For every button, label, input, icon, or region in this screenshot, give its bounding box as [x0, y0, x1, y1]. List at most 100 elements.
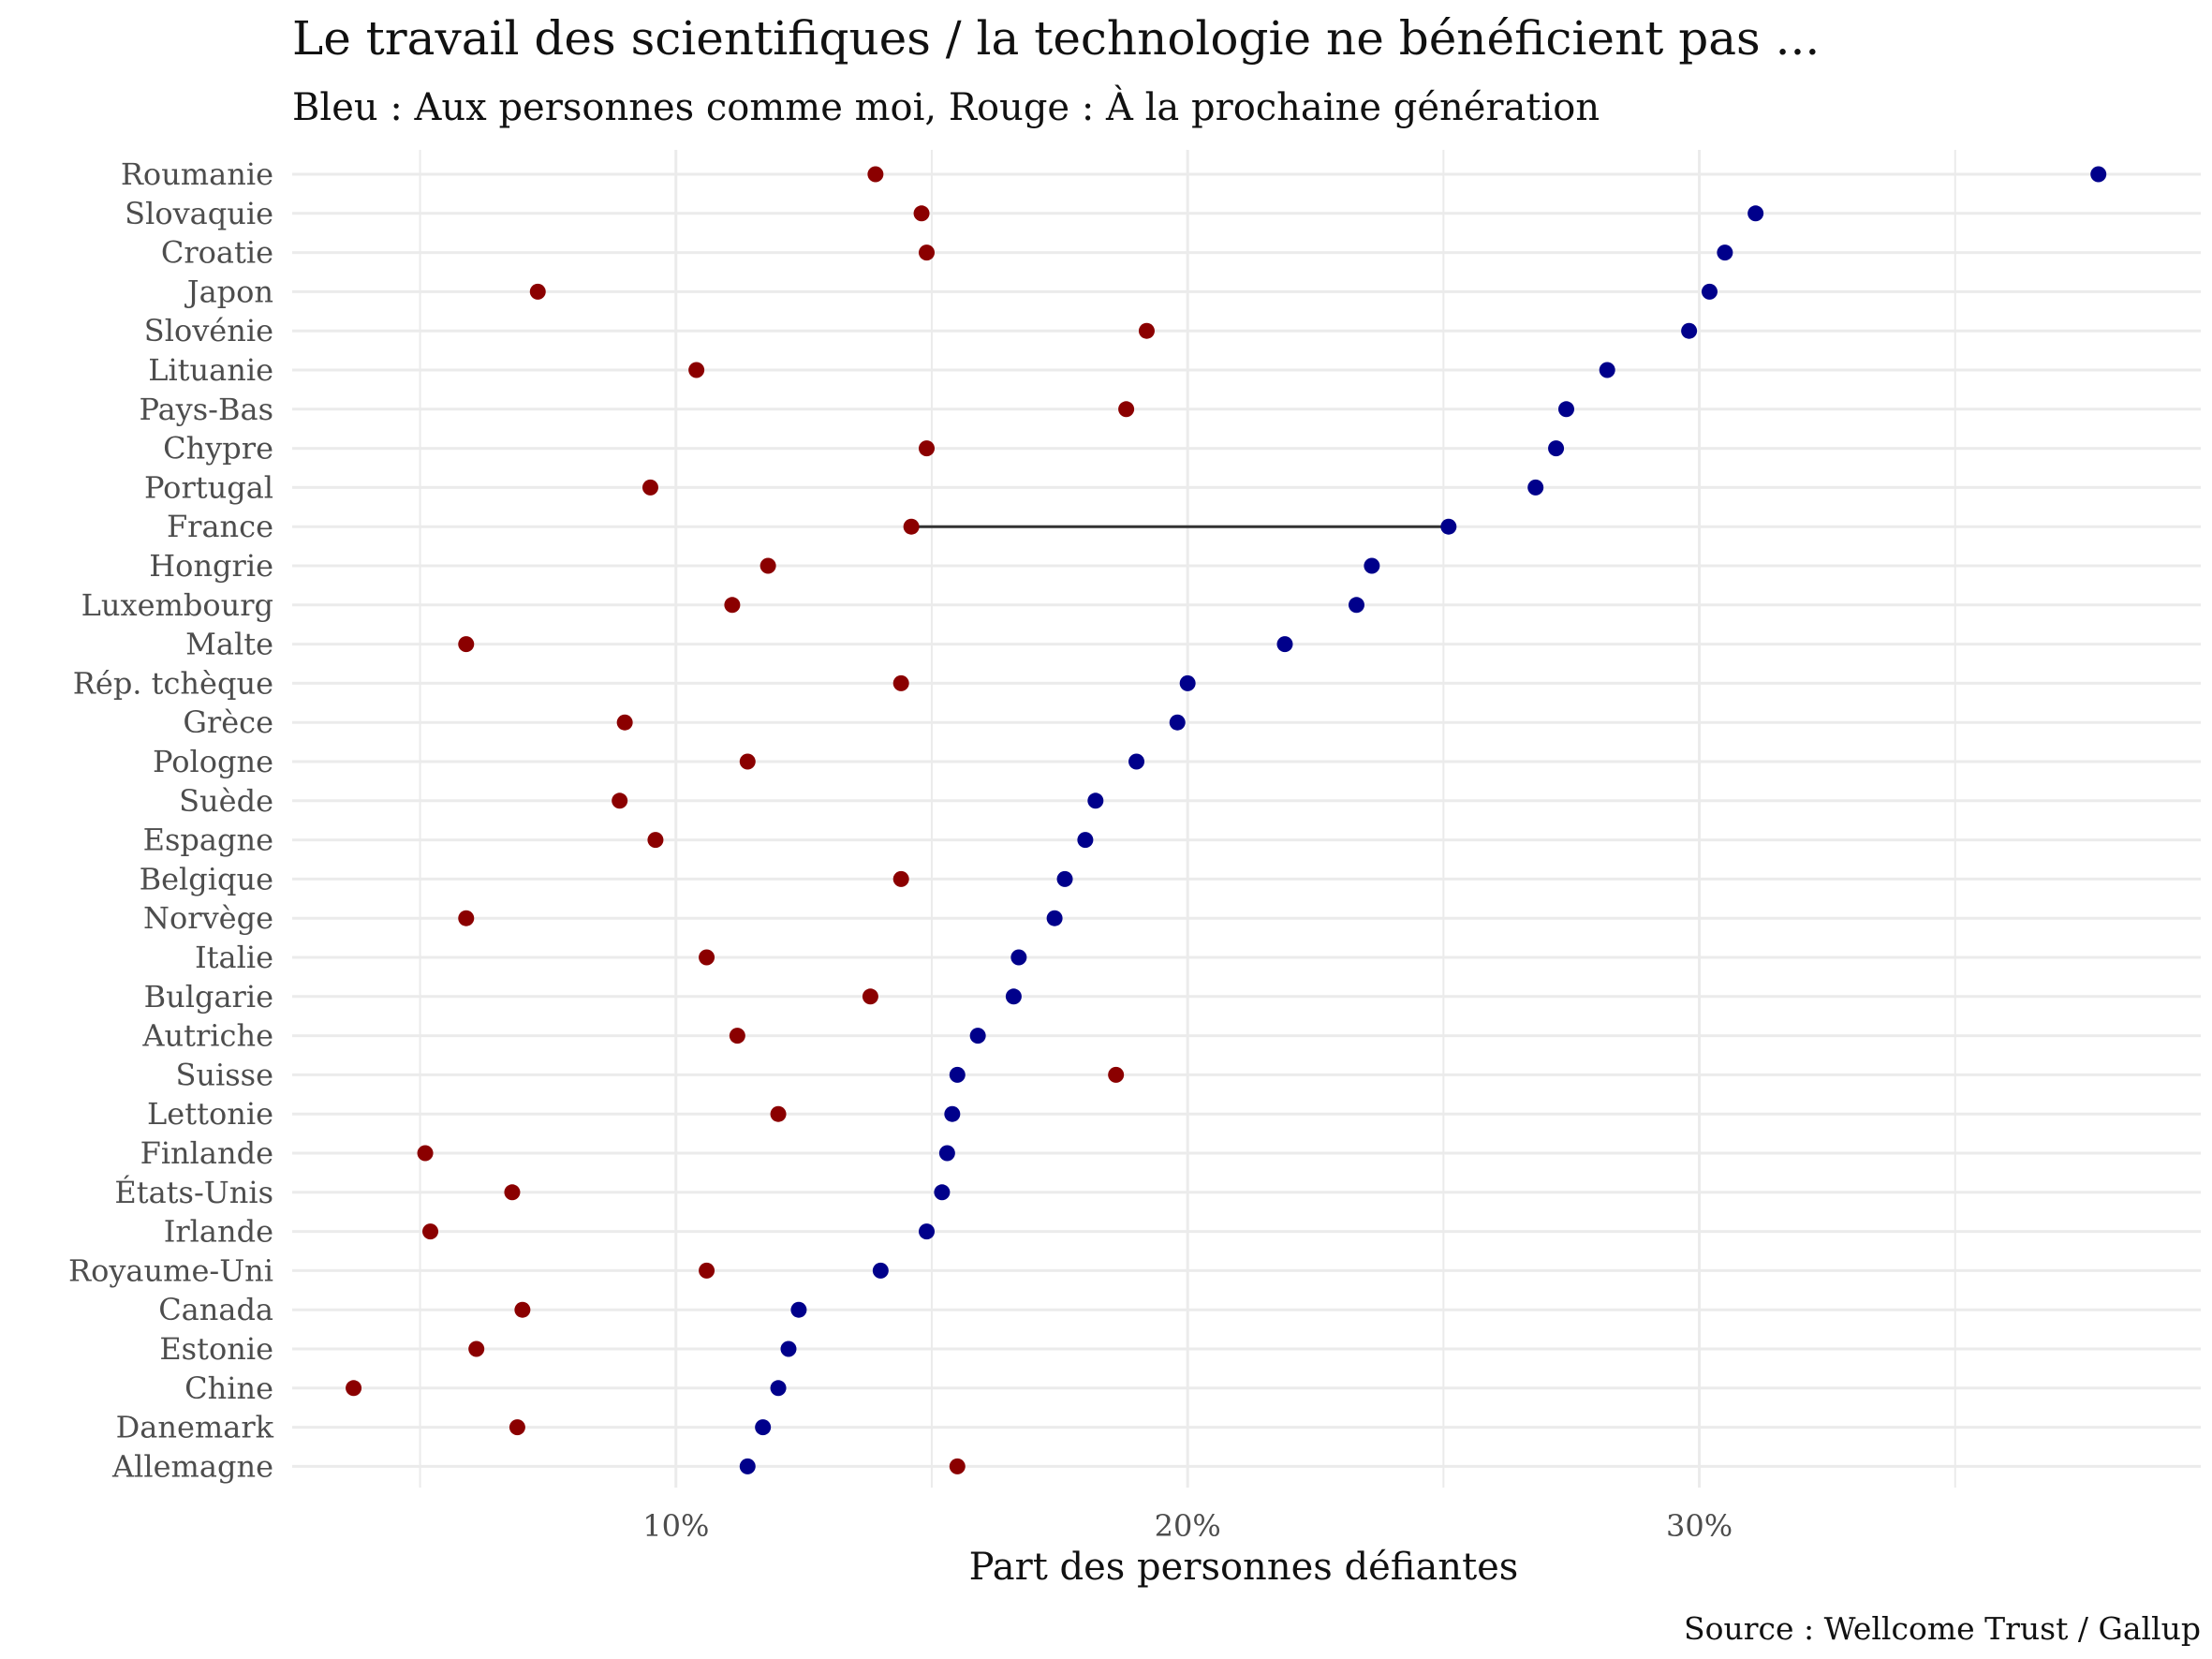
country-label: Bulgarie [144, 979, 273, 1015]
country-label: États-Unis [114, 1175, 273, 1210]
point-prochaine-generation [699, 1262, 715, 1279]
country-label: Pologne [153, 744, 273, 779]
point-personnes-comme-moi [1440, 518, 1457, 535]
country-label: Allemagne [111, 1448, 273, 1484]
country-label: Hongrie [149, 548, 273, 584]
country-label: Roumanie [121, 156, 273, 192]
point-layer [346, 166, 2107, 1474]
point-prochaine-generation [346, 1380, 362, 1397]
country-label: Portugal [144, 469, 273, 505]
chart-subtitle: Bleu : Aux personnes comme moi, Rouge : … [292, 85, 1600, 129]
point-prochaine-generation [1138, 322, 1155, 339]
country-label: Grèce [183, 704, 273, 740]
country-label: Lettonie [147, 1096, 273, 1132]
point-prochaine-generation [919, 440, 936, 457]
point-personnes-comme-moi [1548, 440, 1565, 457]
country-label: Japon [184, 274, 273, 309]
point-prochaine-generation [529, 283, 546, 300]
point-personnes-comme-moi [1087, 792, 1104, 809]
point-prochaine-generation [739, 753, 756, 770]
country-label: Luxembourg [81, 587, 273, 623]
point-personnes-comme-moi [1010, 949, 1027, 966]
point-personnes-comme-moi [1169, 714, 1186, 731]
point-prochaine-generation [688, 362, 705, 378]
point-personnes-comme-moi [1128, 753, 1145, 770]
point-prochaine-generation [504, 1184, 521, 1201]
point-personnes-comme-moi [790, 1301, 807, 1318]
point-prochaine-generation [616, 714, 633, 731]
point-personnes-comme-moi [1681, 322, 1698, 339]
point-personnes-comme-moi [1364, 557, 1380, 574]
point-prochaine-generation [612, 792, 628, 809]
country-label: Finlande [140, 1135, 273, 1171]
country-label: France [167, 509, 273, 544]
point-personnes-comme-moi [1701, 283, 1718, 300]
point-personnes-comme-moi [949, 1066, 966, 1083]
point-prochaine-generation [867, 166, 884, 183]
x-tick-labels: 10% 20% 30% [642, 1508, 1733, 1544]
point-personnes-comme-moi [1056, 870, 1073, 887]
x-tick-label: 30% [1666, 1508, 1733, 1544]
point-prochaine-generation [458, 910, 475, 926]
point-prochaine-generation [1108, 1066, 1125, 1083]
x-axis-title: Part des personnes défiantes [969, 1546, 1519, 1589]
country-label: Rép. tchèque [73, 665, 273, 701]
point-personnes-comme-moi [944, 1105, 961, 1122]
point-personnes-comme-moi [919, 1223, 936, 1240]
point-prochaine-generation [913, 205, 930, 222]
point-prochaine-generation [862, 988, 878, 1005]
point-prochaine-generation [641, 479, 658, 496]
point-prochaine-generation [724, 597, 741, 614]
point-prochaine-generation [903, 518, 920, 535]
country-label: Pays-Bas [140, 392, 274, 427]
point-prochaine-generation [729, 1028, 745, 1044]
country-label: Danemark [116, 1410, 274, 1445]
x-tick-label: 20% [1155, 1508, 1221, 1544]
point-personnes-comme-moi [1179, 674, 1196, 691]
country-label: Suisse [175, 1057, 273, 1092]
country-label: Slovénie [144, 313, 273, 348]
country-label: Norvège [143, 900, 273, 936]
country-label: Lituanie [148, 352, 273, 388]
point-personnes-comme-moi [739, 1458, 756, 1474]
point-personnes-comme-moi [872, 1262, 889, 1279]
point-prochaine-generation [1118, 401, 1135, 418]
point-personnes-comme-moi [780, 1341, 797, 1357]
country-label: Chypre [163, 431, 273, 467]
point-prochaine-generation [949, 1458, 966, 1474]
point-prochaine-generation [770, 1105, 787, 1122]
point-personnes-comme-moi [938, 1145, 955, 1162]
point-prochaine-generation [514, 1301, 531, 1318]
point-prochaine-generation [509, 1419, 525, 1436]
point-prochaine-generation [458, 636, 475, 653]
country-label: Croatie [161, 235, 273, 271]
x-tick-label: 10% [642, 1508, 709, 1544]
point-prochaine-generation [417, 1145, 434, 1162]
point-prochaine-generation [647, 832, 664, 849]
point-prochaine-generation [422, 1223, 439, 1240]
point-personnes-comme-moi [969, 1028, 986, 1044]
point-personnes-comme-moi [1348, 597, 1364, 614]
point-prochaine-generation [699, 949, 715, 966]
point-personnes-comme-moi [1005, 988, 1022, 1005]
country-label: Chine [184, 1370, 273, 1406]
country-label: Canada [158, 1292, 273, 1327]
country-label: Belgique [140, 861, 273, 896]
grid-layer [292, 150, 2201, 1488]
country-label: Espagne [143, 822, 273, 858]
point-prochaine-generation [468, 1341, 485, 1357]
point-personnes-comme-moi [1527, 479, 1544, 496]
country-label: Autriche [141, 1018, 273, 1054]
point-personnes-comme-moi [1557, 401, 1574, 418]
point-personnes-comme-moi [2090, 166, 2107, 183]
point-prochaine-generation [892, 674, 909, 691]
country-label: Estonie [159, 1331, 273, 1367]
point-personnes-comme-moi [1077, 832, 1094, 849]
country-label: Malte [185, 627, 273, 662]
point-personnes-comme-moi [1276, 636, 1293, 653]
point-prochaine-generation [759, 557, 776, 574]
chart-title: Le travail des scientifiques / la techno… [292, 11, 1820, 66]
point-personnes-comme-moi [770, 1380, 787, 1397]
point-prochaine-generation [919, 244, 936, 261]
